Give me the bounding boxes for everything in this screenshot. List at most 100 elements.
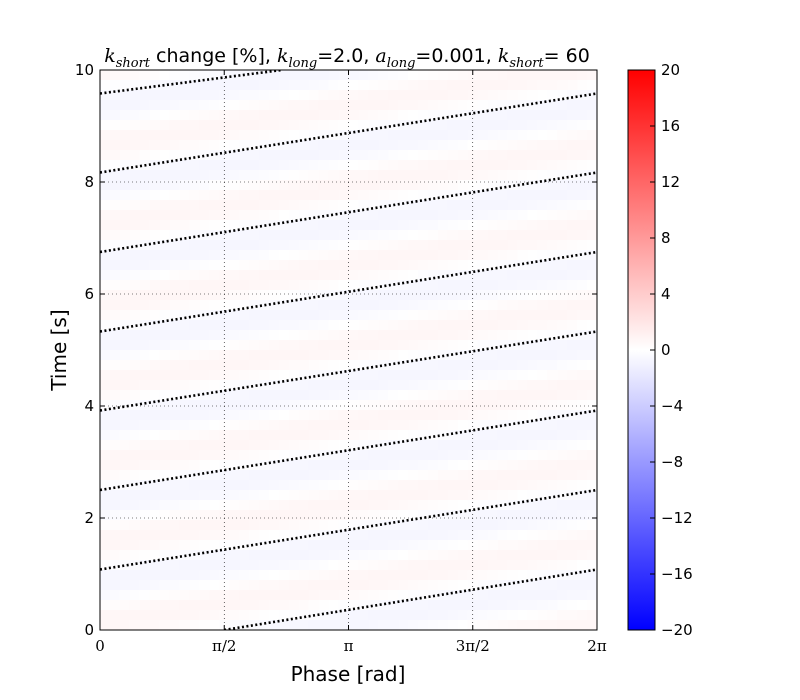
heatmap-cell [109,250,121,261]
heatmap-cell [557,330,568,341]
heatmap-cell [457,400,469,411]
heatmap-cell [537,230,548,241]
heatmap-cell [149,100,161,111]
heatmap-cell [119,530,131,541]
heatmap-cell [139,230,151,241]
heatmap-cell [567,350,578,361]
heatmap-cell [298,230,310,241]
heatmap-cell [139,590,151,601]
heatmap-cell [239,360,250,371]
heatmap-cell [179,80,191,91]
heatmap-cell [229,280,240,291]
heatmap-cell [259,210,270,221]
heatmap-cell [189,190,200,201]
heatmap-cell [229,530,240,541]
heatmap-cell [447,530,459,541]
heatmap-cell [119,540,131,551]
heatmap-cell [100,370,111,381]
heatmap-cell [587,210,597,221]
heatmap-cell [229,410,240,421]
heatmap-cell [457,540,469,551]
y-tick-label: 0 [84,621,94,639]
heatmap-cell [398,420,409,431]
heatmap-cell [577,350,588,361]
heatmap-cell [507,130,519,141]
heatmap-cell [457,600,469,611]
heatmap-cell [129,70,141,81]
heatmap-cell [447,290,459,301]
heatmap-cell [129,280,141,291]
heatmap-cell [368,80,379,91]
heatmap-cell [149,90,161,101]
heatmap-cell [358,360,369,371]
heatmap-cell [378,110,389,121]
heatmap-cell [189,280,200,291]
heatmap-cell [139,500,151,511]
heatmap-cell [408,530,419,541]
heatmap-cell [358,340,369,351]
heatmap-cell [348,300,360,311]
heatmap-cell [179,250,191,261]
heatmap-cell [487,240,499,251]
heatmap-cell [348,280,360,291]
heatmap-cell [368,290,379,301]
heatmap-cell [259,80,270,91]
heatmap-cell [437,180,449,191]
heatmap-cell [388,70,399,81]
heatmap-cell [428,580,439,591]
heatmap-cell [517,210,529,221]
heatmap-cell [577,370,588,381]
heatmap-cell [497,450,509,461]
heatmap-cell [338,320,350,331]
heatmap-cell [378,300,389,311]
heatmap-cell [278,290,290,301]
heatmap-cell [159,220,171,231]
heatmap-cell [527,510,538,521]
heatmap-cell [209,510,220,521]
heatmap-cell [577,110,588,121]
heatmap-cell [189,440,200,451]
heatmap-cell [388,290,399,301]
heatmap-cell [477,470,489,481]
heatmap-cell [368,380,379,391]
heatmap-cell [507,510,519,521]
heatmap-cell [189,460,200,471]
heatmap-cell [308,270,320,281]
heatmap-cell [100,200,111,211]
heatmap-cell [259,520,270,531]
dotted-line [100,409,597,492]
heatmap-cell [268,240,280,251]
heatmap-cell [428,380,439,391]
heatmap-cell [249,140,260,151]
heatmap-cell [537,540,548,551]
heatmap-cell [567,270,578,281]
heatmap-cell [268,310,280,321]
heatmap-cell [139,180,151,191]
heatmap-cell [477,490,489,501]
heatmap-cell [129,180,141,191]
heatmap-cell [378,400,389,411]
heatmap-cell [288,400,300,411]
heatmap-cell [467,130,479,141]
heatmap-cell [398,90,409,101]
heatmap-cell [288,270,300,281]
heatmap-cell [338,110,350,121]
heatmap-cell [408,230,419,241]
heatmap-cell [567,340,578,351]
heatmap-cell [547,370,558,381]
heatmap-cell [159,520,171,531]
heatmap-cell [408,480,419,491]
heatmap-cell [567,230,578,241]
heatmap-cell [239,610,250,621]
heatmap-cell [199,430,210,441]
heatmap-cell [487,530,499,541]
heatmap-cell [477,430,489,441]
heatmap-cell [328,390,340,401]
heatmap-cell [577,420,588,431]
heatmap-cell [129,570,141,581]
heatmap-cell [189,240,200,251]
heatmap-cell [507,550,519,561]
heatmap-cell [517,220,529,231]
heatmap-cell [537,450,548,461]
heatmap-cell [497,570,509,581]
